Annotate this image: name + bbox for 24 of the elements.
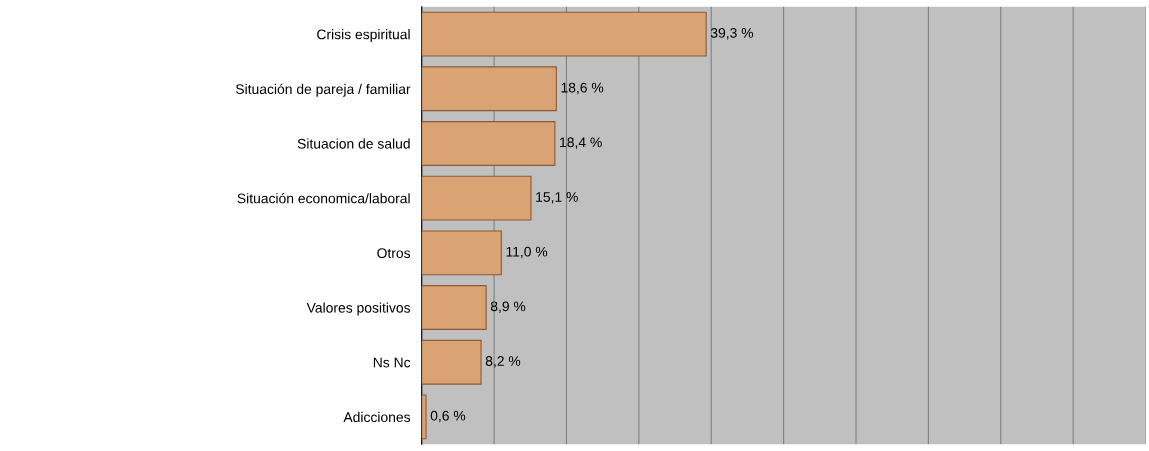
bar: [421, 339, 482, 385]
bar: [421, 11, 707, 57]
bar: [421, 121, 556, 166]
y-tick-label: Crisis espiritual: [317, 29, 410, 43]
data-label: 8,9 %: [490, 301, 526, 313]
y-tick-label: Situacion de salud: [297, 138, 410, 149]
data-label: 18,4 %: [560, 137, 602, 149]
bar: [421, 175, 532, 221]
y-tick-label: Otros: [377, 248, 411, 259]
data-label: 15,1 %: [536, 192, 578, 204]
data-label: 39,3 %: [710, 28, 754, 40]
y-tick-label: Adicciones: [343, 411, 411, 423]
y-tick-label: Situación de pareja / familiar: [235, 83, 411, 97]
data-label: 18,6 %: [561, 82, 604, 95]
bar: [421, 285, 487, 330]
bar: [421, 394, 427, 440]
y-tick-label: Valores positivos: [306, 302, 411, 316]
y-tick-label: Situación economica/laboral: [237, 192, 410, 204]
data-label: 8,2 %: [485, 356, 521, 368]
bar: [421, 230, 502, 276]
data-label: 0,6 %: [430, 410, 466, 423]
y-tick-label: Ns Nc: [373, 357, 411, 368]
bar: [421, 66, 557, 112]
data-label: 11,0 %: [506, 246, 548, 259]
